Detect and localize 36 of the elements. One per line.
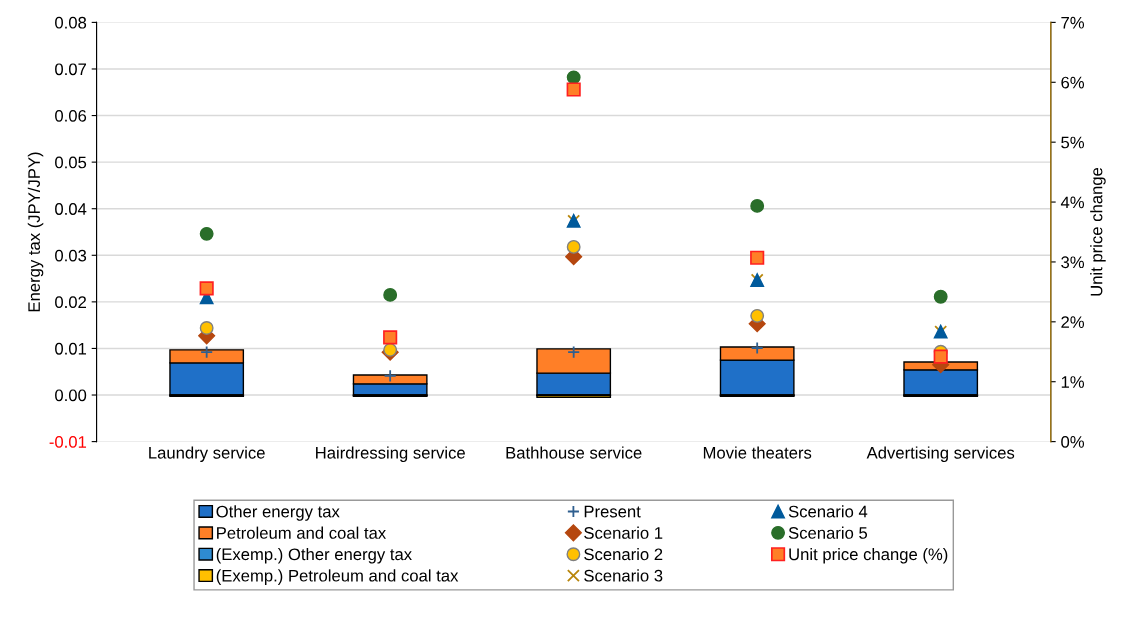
legend-label: Unit price change (%) — [789, 547, 948, 564]
legend-label: Scenario 2 — [584, 547, 663, 561]
y-tick-label: 0.02 — [55, 296, 86, 309]
y-tick-label: 0.07 — [55, 63, 86, 76]
y2-tick-label: 3% — [1061, 256, 1085, 269]
x-tick-label: Movie theaters — [703, 446, 812, 459]
x-tick-label: Hairdressing service — [316, 446, 465, 462]
legend-label: Other energy tax — [216, 505, 340, 521]
y-tick-label: 0.00 — [55, 389, 87, 402]
y-tick-label: 0.03 — [55, 249, 87, 262]
y-tick-label: -0.01 — [49, 436, 87, 448]
legend-label: (Exemp.) Other energy tax — [216, 547, 412, 564]
y-tick-label: 0.05 — [55, 156, 87, 169]
y2-tick-label: 2% — [1061, 316, 1085, 328]
y2-axis-title: Unit price change — [1090, 167, 1106, 296]
legend-label: Petroleum and coal tax — [217, 526, 386, 539]
y2-tick-label: 0% — [1061, 436, 1085, 448]
legend-label: Scenario 3 — [584, 569, 663, 582]
legend-label: Scenario 5 — [788, 526, 868, 539]
x-tick-label: Advertising services — [866, 446, 1015, 462]
y2-tick-label: 1% — [1061, 376, 1085, 388]
y2-tick-label: 4% — [1060, 196, 1085, 209]
y2-tick-label: 6% — [1061, 76, 1085, 89]
y2-tick-label: 5% — [1061, 136, 1085, 149]
y-tick-label: 0.06 — [55, 109, 87, 122]
x-tick-label: Bathhouse service — [506, 446, 642, 459]
y-axis-title: Energy tax (JPY/JPY) — [27, 152, 44, 312]
legend-label: (Exemp.) Petroleum and coal tax — [216, 569, 459, 585]
x-tick-label: Laundry service — [149, 446, 265, 462]
y-tick-label: 0.01 — [55, 342, 87, 355]
legend-label: Scenario 1 — [584, 526, 663, 539]
legend-label: Present — [584, 505, 641, 518]
y-tick-label: 0.08 — [55, 16, 87, 29]
legend-label: Scenario 4 — [788, 505, 868, 518]
y2-tick-label: 7% — [1061, 16, 1085, 29]
y-tick-label: 0.04 — [55, 203, 87, 215]
